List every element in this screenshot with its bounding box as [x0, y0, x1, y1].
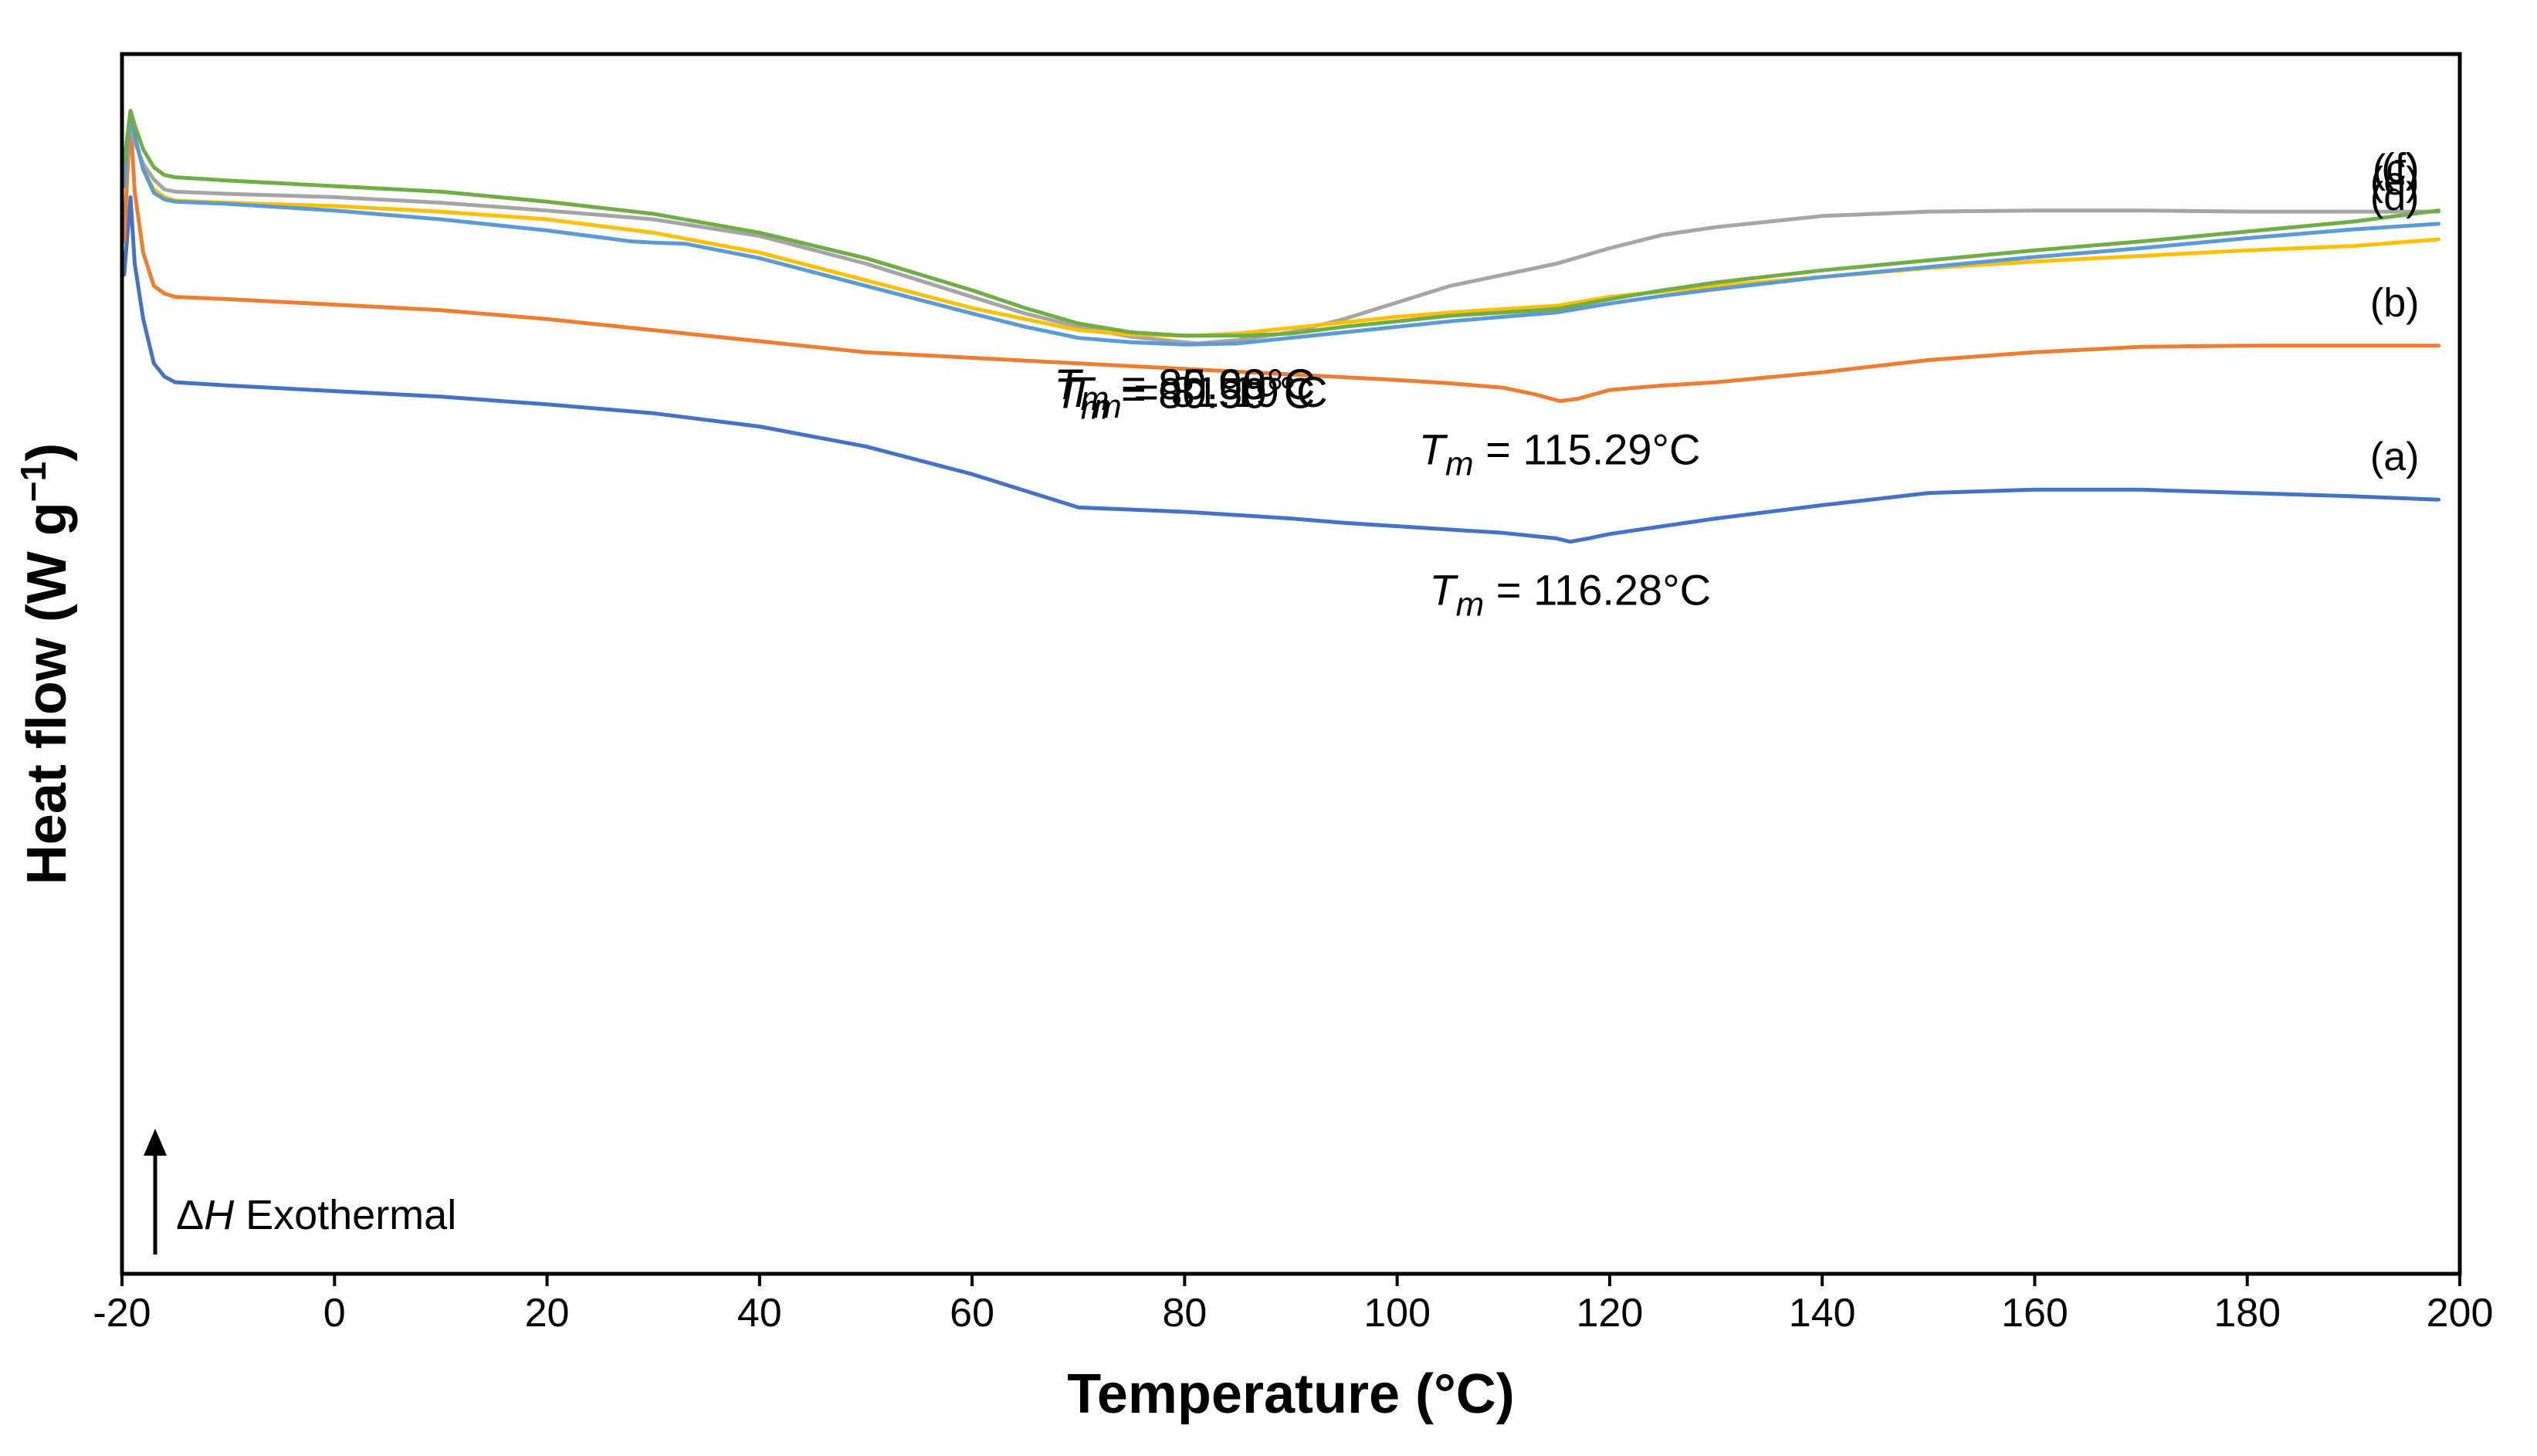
- enthalpy-symbol: H: [204, 1192, 235, 1238]
- y-axis-title-superscript: −1: [13, 462, 53, 502]
- x-axis: -20 0 20 40 60 80 100 120 140 160 180 200: [93, 1274, 2493, 1336]
- tm-symbol: T: [1055, 360, 1084, 408]
- tm-subscript: m: [1081, 380, 1109, 418]
- tm-symbol: T: [1067, 367, 1096, 416]
- x-tick-label: 40: [737, 1291, 782, 1336]
- x-tick-label: 80: [1162, 1291, 1207, 1336]
- tm-value: = 80.50°C: [1109, 368, 1315, 417]
- exothermal-text: Exothermal: [234, 1192, 456, 1238]
- annotations-layer: (a) Tm = 116.28°C (b) Tm = 115.29°C (c) Tm = …: [1055, 146, 2420, 624]
- series-label-f: (f): [2381, 146, 2419, 191]
- plot-frame: [120, 52, 2462, 1276]
- tm-label-d: Tm = 80.98°C: [1055, 360, 1316, 418]
- series-line-e: [122, 112, 2440, 347]
- tm-symbol: T: [1419, 425, 1448, 473]
- exothermal-annotation: ΔH Exothermal: [144, 1129, 456, 1255]
- tm-symbol: T: [1429, 566, 1458, 615]
- tm-subscript: m: [1081, 388, 1109, 426]
- y-axis-title-main: Heat flow (W g: [16, 502, 78, 885]
- tm-value: = 85.69°C: [1109, 360, 1315, 408]
- tm-subscript: m: [1445, 445, 1474, 483]
- tm-value: = 81.19°C: [1122, 367, 1328, 416]
- x-tick-label: 140: [1789, 1291, 1856, 1336]
- x-tick-label: 100: [1363, 1291, 1431, 1336]
- tm-value: = 116.28°C: [1484, 566, 1711, 615]
- tm-label-a: Tm = 116.28°C: [1429, 566, 1711, 624]
- series-line-b: [122, 117, 2440, 403]
- y-axis-title: Heat flow (W g−1): [13, 443, 78, 885]
- tm-subscript: m: [1093, 388, 1122, 425]
- series-label-d: (d): [2370, 174, 2420, 219]
- x-tick-label: 180: [2214, 1291, 2281, 1336]
- x-tick-label: 160: [2001, 1291, 2068, 1336]
- curves-layer: [122, 109, 2440, 544]
- tm-symbol: T: [1055, 368, 1084, 417]
- series-line-f: [122, 109, 2440, 338]
- series-line-a: [122, 195, 2440, 544]
- tm-label-e: Tm = 80.50°C: [1055, 368, 1316, 426]
- tm-label-b: Tm = 115.29°C: [1419, 425, 1701, 483]
- tm-subscript: m: [1456, 586, 1485, 624]
- tm-subscript: m: [1081, 380, 1109, 418]
- exothermal-label: ΔH Exothermal: [176, 1192, 456, 1238]
- series-label-a: (a): [2370, 435, 2420, 479]
- exothermal-arrow-head: [144, 1129, 167, 1156]
- tm-label-c: Tm = 81.19°C: [1067, 367, 1328, 425]
- x-tick-label: 20: [525, 1291, 570, 1336]
- series-label-e: (e): [2370, 159, 2420, 204]
- series-label-b: (b): [2370, 281, 2420, 326]
- y-axis-title-close: ): [16, 443, 78, 462]
- x-tick-label: -20: [93, 1291, 151, 1336]
- x-tick-label: 120: [1577, 1291, 1644, 1336]
- series-line-c: [122, 117, 2440, 346]
- tm-value: = 115.29°C: [1474, 425, 1701, 473]
- x-tick-label: 0: [323, 1291, 346, 1336]
- tm-label-f: Tm = 85.69°C: [1055, 360, 1316, 418]
- x-tick-label: 60: [950, 1291, 994, 1336]
- tm-symbol: T: [1055, 360, 1084, 408]
- x-axis-title: Temperature (°C): [1067, 1363, 1515, 1425]
- delta-symbol: Δ: [176, 1192, 204, 1238]
- x-tick-label: 200: [2427, 1291, 2494, 1336]
- tm-value: = 80.98°C: [1109, 360, 1315, 408]
- series-label-c: (c): [2373, 147, 2420, 191]
